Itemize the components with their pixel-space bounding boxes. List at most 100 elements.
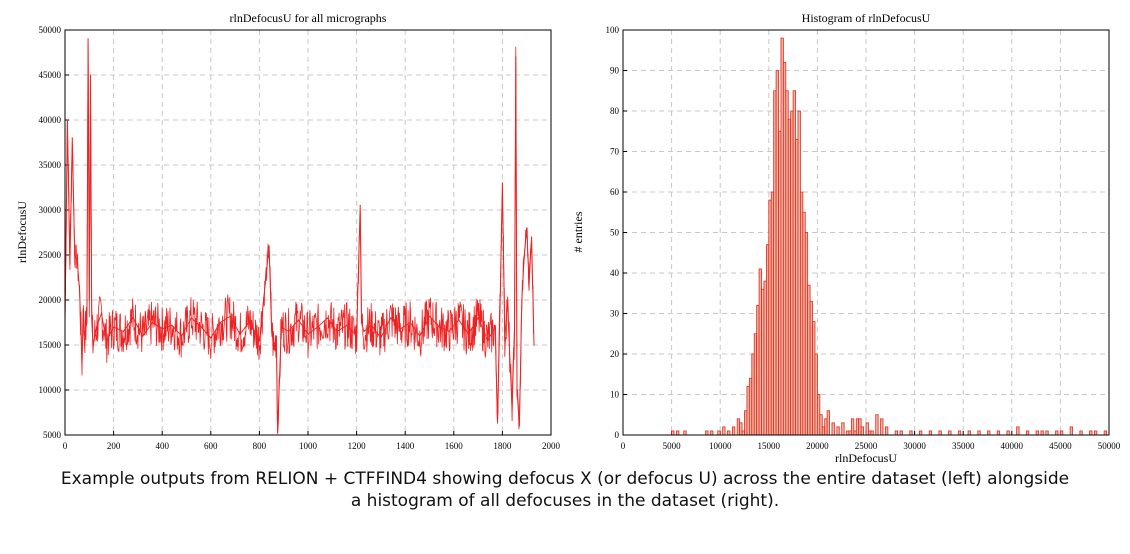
line-chart-grid: [65, 30, 551, 435]
line-chart-x-tick-label: 1000: [299, 441, 318, 451]
line-chart-x-tick-label: 1400: [396, 441, 415, 451]
line-chart-y-tick-label: 50000: [39, 25, 62, 35]
histogram-bar: [1055, 430, 1059, 436]
histogram-grid: [623, 30, 1109, 435]
histogram-ylabel: # entries: [571, 211, 585, 252]
line-chart-point: [356, 335, 358, 337]
histogram-x-tick-label: 0: [621, 441, 626, 451]
histogram-y-tick-label: 40: [610, 268, 620, 278]
histogram-bar: [1079, 430, 1083, 436]
histogram-bar: [909, 430, 913, 436]
line-chart-point: [528, 281, 530, 283]
histogram-bar: [1006, 430, 1010, 436]
histogram-bar: [1089, 430, 1093, 436]
line-chart-point: [81, 362, 83, 364]
line-chart-point: [487, 339, 489, 342]
histogram-x-tick-label: 20000: [806, 441, 829, 451]
line-chart-point: [258, 339, 260, 342]
line-chart-y-tick-label: 10000: [39, 385, 62, 395]
line-chart-point: [82, 308, 84, 310]
line-chart-point: [100, 312, 103, 315]
histogram-x-tick-label: 45000: [1049, 441, 1072, 451]
line-chart-y-tick-label: 20000: [39, 295, 62, 305]
line-chart-x-tick-label: 2000: [542, 441, 561, 451]
histogram-x-tick-label: 35000: [952, 441, 975, 451]
line-chart-point: [467, 333, 469, 335]
line-chart-point: [280, 326, 282, 328]
histogram-bar: [1045, 430, 1049, 436]
histogram-bar: [676, 430, 680, 436]
line-chart-point: [504, 339, 506, 342]
histogram-bar: [967, 430, 971, 436]
histogram-x-tick-label: 30000: [903, 441, 926, 451]
line-chart-point: [370, 324, 372, 326]
histogram-bar: [1040, 430, 1044, 436]
line-chart-point: [122, 330, 124, 333]
line-chart-point: [95, 326, 98, 328]
histogram-bar: [875, 414, 879, 436]
histogram-bar: [731, 426, 736, 436]
line-chart-point: [419, 335, 421, 337]
line-chart-x-tick-label: 0: [63, 441, 68, 451]
histogram-bar: [1103, 430, 1107, 436]
line-chart-point: [66, 119, 69, 121]
line-chart-point: [515, 56, 517, 58]
line-chart-point: [494, 326, 496, 328]
line-chart-point: [409, 321, 411, 324]
line-chart-frame: [64, 29, 552, 436]
histogram-bar: [1016, 426, 1020, 436]
histogram-y-tick-label: 80: [610, 106, 620, 116]
line-chart-point: [273, 348, 275, 351]
line-chart-point: [317, 326, 319, 328]
histogram-bar: [671, 430, 675, 436]
histogram-x-tick-label: 40000: [1001, 441, 1024, 451]
histogram-bar: [977, 430, 981, 436]
histogram-y-tick-label: 60: [610, 187, 620, 197]
line-chart-point: [363, 330, 365, 333]
line-chart-y-tick-label: 30000: [39, 205, 62, 215]
histogram-bar: [928, 430, 933, 436]
histogram-bar: [722, 426, 726, 436]
line-chart-point: [219, 321, 222, 324]
line-chart-title: rlnDefocusU for all micrographs: [230, 11, 387, 25]
line-chart-ylabel: rlnDefocusU: [15, 201, 29, 263]
histogram-bar: [705, 430, 709, 436]
line-chart-x-tick-label: 800: [253, 441, 267, 451]
line-chart-point: [83, 335, 86, 337]
line-chart-y-tick-label: 25000: [39, 250, 62, 260]
histogram-y-tick-label: 10: [610, 390, 620, 400]
histogram-bar: [938, 430, 942, 436]
line-chart-point: [76, 258, 78, 261]
line-chart-point: [499, 308, 501, 310]
line-chart-point: [151, 321, 154, 324]
line-chart-point: [501, 182, 503, 184]
line-chart-point: [380, 337, 382, 339]
histogram-bar: [899, 430, 903, 436]
line-chart-point: [86, 321, 88, 324]
line-chart: rlnDefocusU for all micrographs rlnDefoc…: [15, 11, 561, 451]
line-chart-point: [533, 344, 535, 346]
line-chart-point: [496, 420, 499, 423]
line-chart-point: [270, 326, 273, 328]
histogram-bar: [885, 426, 889, 436]
line-chart-point: [88, 299, 90, 301]
line-chart-point: [229, 315, 231, 317]
histogram-x-tick-label: 15000: [758, 441, 781, 451]
line-chart-point: [297, 319, 299, 321]
line-chart-point: [523, 254, 525, 256]
line-chart-series: [64, 38, 535, 434]
line-chart-point: [171, 324, 173, 326]
caption-line-1: Example outputs from RELION + CTFFIND4 s…: [60, 469, 1070, 489]
line-chart-y-tick-label: 35000: [39, 160, 62, 170]
line-chart-point: [69, 263, 71, 265]
line-chart-point: [458, 319, 460, 321]
line-chart-y-tick-label: 5000: [43, 430, 62, 440]
line-chart-point: [210, 337, 212, 339]
line-chart-point: [506, 299, 508, 301]
line-chart-y-ticks: 5000 10000 15000 20000 25000 30000 35000 40000 4…: [39, 25, 69, 440]
line-chart-point: [275, 335, 278, 337]
histogram-x-ticks: 0 5000 10000 15000 20000 25000 30000 35000 40000…: [621, 431, 1121, 451]
line-chart-y-tick-label: 45000: [39, 70, 62, 80]
histogram-bar: [1094, 430, 1098, 436]
